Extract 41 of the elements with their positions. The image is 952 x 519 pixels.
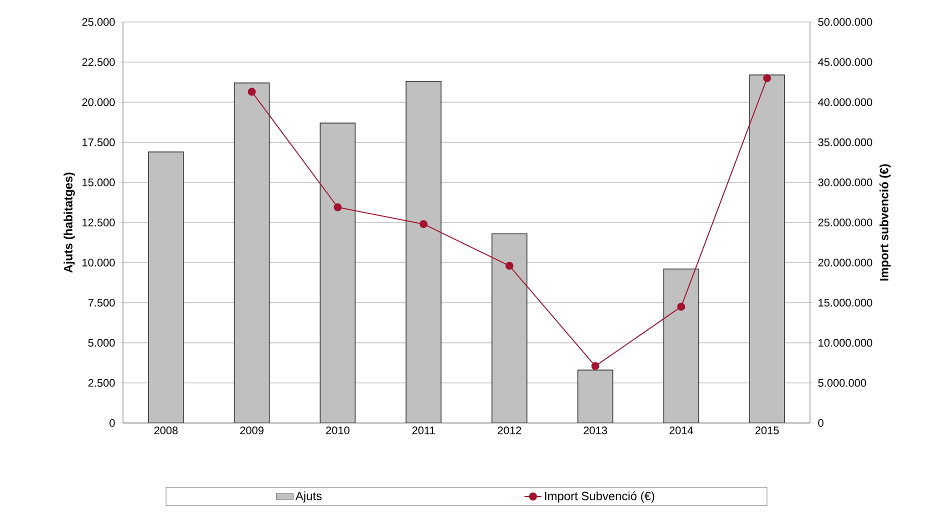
point: [505, 262, 514, 270]
y2-axis-title: Import subvenció (€): [879, 164, 891, 280]
x-tick-label: 2012: [498, 426, 522, 434]
x-tick-label: 2013: [584, 426, 608, 434]
point: [591, 362, 600, 370]
point: [763, 74, 772, 82]
y-tick-label: 7.500: [88, 298, 115, 307]
y2-tick-label: 15.000.000: [818, 298, 872, 307]
x-tick-label: 2010: [326, 426, 350, 434]
y-axis-title: Ajuts (habitatges): [64, 172, 75, 273]
y2-tick-label: 10.000.000: [818, 338, 872, 347]
point: [334, 203, 342, 212]
y2-tick-label: 25.000.000: [818, 218, 872, 226]
y-tick-label: 20.000: [82, 98, 115, 106]
legend-label: Ajuts: [295, 491, 322, 503]
point: [420, 220, 428, 228]
y2-tick-label: 0: [818, 419, 824, 427]
y2-tick-label: 20.000.000: [818, 258, 872, 266]
y2-tick-label: 45.000.000: [818, 58, 872, 66]
x-tick-label: 2015: [755, 426, 779, 434]
point: [677, 302, 686, 311]
y2-tick-label: 40.000.000: [818, 98, 872, 106]
y2-tick-label: 50.000.000: [818, 18, 872, 26]
x-tick-label: 2008: [154, 426, 178, 434]
legend-label: Import Subvenció (€): [545, 491, 654, 503]
y-tick-label: 15.000: [82, 178, 115, 186]
y-tick-label: 5.000: [88, 338, 115, 347]
point: [248, 88, 256, 96]
x-tick-label: 2014: [670, 426, 694, 434]
y-tick-label: 17.500: [82, 138, 115, 146]
y2-tick-label: 30.000.000: [818, 178, 872, 186]
x-tick-label: 2011: [412, 426, 435, 434]
x-tick-label: 2009: [240, 426, 264, 434]
y-tick-label: 22.500: [82, 58, 115, 66]
y-tick-label: 25.000: [82, 18, 115, 26]
y-tick-label: 2.500: [88, 379, 115, 387]
y-tick-label: 0: [110, 419, 115, 427]
y2-tick-label: 35.000.000: [818, 138, 872, 146]
y-tick-label: 10.000: [82, 258, 115, 266]
y2-tick-label: 5.000.000: [818, 379, 866, 387]
y-tick-label: 12.500: [82, 218, 115, 226]
